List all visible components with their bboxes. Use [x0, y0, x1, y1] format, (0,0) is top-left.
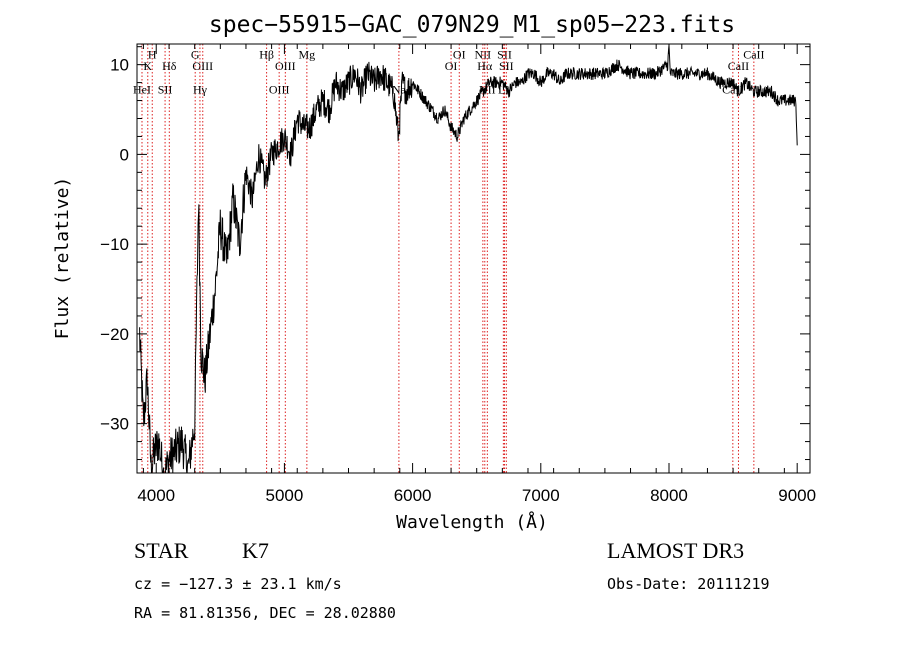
- x-tick-label: 4000: [137, 486, 175, 505]
- plot-frame: [136, 43, 811, 474]
- spectral-line-label: Hδ: [162, 59, 177, 73]
- x-tick-label: 8000: [650, 486, 688, 505]
- spectral-line-label: K: [143, 59, 152, 73]
- x-tick-label: 7000: [522, 486, 560, 505]
- spectral-line-label: HeI: [133, 82, 151, 96]
- spectral-line-label: OIII: [269, 82, 290, 96]
- spectral-line-label: CaII: [743, 47, 764, 61]
- spectral-line-label: Hα: [477, 59, 493, 73]
- observation-date: Obs-Date: 20111219: [607, 575, 770, 593]
- x-axis-label: Wavelength (Å): [396, 511, 548, 533]
- y-axis-label: Flux (relative): [52, 177, 73, 340]
- object-class: STAR: [134, 538, 189, 563]
- object-subclass: K7: [242, 538, 269, 563]
- x-tick-label: 5000: [266, 486, 304, 505]
- spectral-line-label: H: [148, 47, 157, 61]
- x-tick-label: 6000: [394, 486, 432, 505]
- spectral-line-label: SII: [158, 82, 173, 96]
- chart-title: spec−55915−GAC_079N29_M1_sp05−223.fits: [209, 12, 735, 38]
- spectral-line-label: SII: [499, 59, 514, 73]
- redshift-velocity: cz = −127.3 ± 23.1 km/s: [134, 575, 342, 593]
- y-tick-label: −10: [100, 235, 129, 254]
- spectral-line-label: OI: [445, 59, 458, 73]
- spectral-line-label: SII: [497, 47, 512, 61]
- spectrum-trace-group: [139, 45, 798, 474]
- x-tick-label: 9000: [778, 486, 816, 505]
- spectral-line-label: NII: [475, 47, 492, 61]
- y-tick-label: 0: [120, 145, 129, 164]
- y-tick-label: −20: [100, 325, 129, 344]
- y-tick-label: −30: [100, 415, 129, 434]
- spectral-line-label: Hβ: [259, 47, 274, 61]
- spectral-line-label: OIII: [275, 59, 296, 73]
- spectral-line-label: OIII: [192, 59, 213, 73]
- coordinates: RA = 81.81356, DEC = 28.02880: [134, 604, 396, 622]
- survey-name: LAMOST DR3: [607, 538, 744, 563]
- spectral-line-label: G: [191, 47, 200, 61]
- y-tick-label: 10: [110, 56, 129, 75]
- spectral-line-label: CaII: [728, 59, 749, 73]
- spectral-line-label: Hγ: [193, 82, 208, 96]
- spectral-line-label: OI: [453, 47, 466, 61]
- axis-ticks: 4000 5000 6000 7000 8000 9000 −30 −20 −10 0 10: [100, 44, 816, 505]
- spectral-line-label: Na: [392, 82, 407, 96]
- spectrum-line: [139, 45, 798, 474]
- spectral-line-label: Mg: [299, 47, 316, 61]
